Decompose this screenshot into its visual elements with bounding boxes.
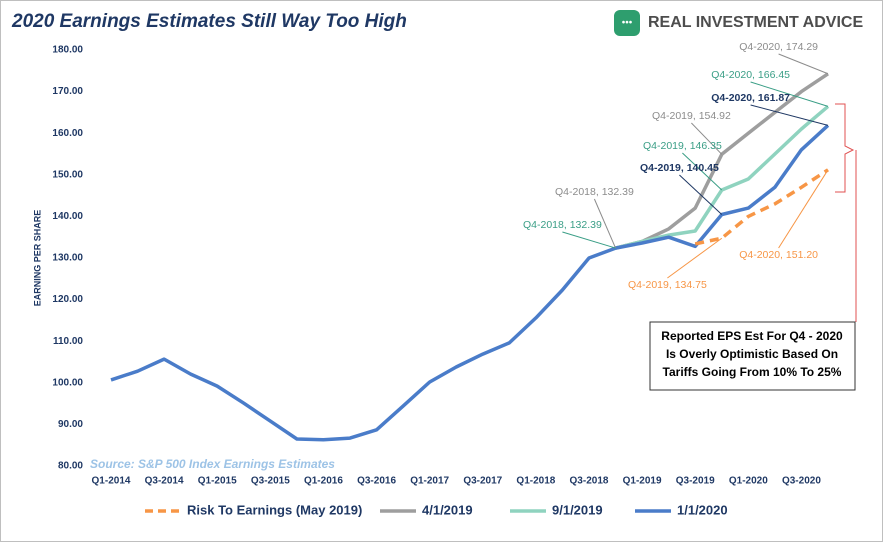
x-tick-label: Q3-2019 [676,476,715,487]
logo-dots: ••• [622,18,633,29]
leader-line [750,81,829,107]
y-tick-label: 100.00 [52,377,83,388]
note-line: Is Overly Optimistic Based On [666,347,838,361]
x-tick-label: Q1-2015 [198,476,237,487]
x-tick-label: Q3-2014 [145,476,184,487]
leader-line [778,53,829,75]
y-tick-label: 90.00 [58,419,83,430]
y-tick-label: 140.00 [52,211,83,222]
y-tick-label: 120.00 [52,294,83,305]
series-line [694,168,829,246]
source: Source: S&P 500 Index Earnings Estimates [90,457,335,471]
leader-line [682,152,723,191]
x-tick-label: Q1-2020 [729,476,768,487]
y-tick-label: 130.00 [52,253,83,264]
legend-label: 9/1/2019 [552,502,603,517]
y-tick-label: 80.00 [58,461,83,472]
leader-line [667,237,723,279]
x-tick-label: Q1-2014 [92,476,131,487]
brand: REAL INVESTMENT ADVICE [648,14,863,31]
data-label: Q4-2018, 132.39 [523,219,602,231]
x-tick-label: Q3-2018 [570,476,609,487]
legend-label: 4/1/2019 [422,502,473,517]
data-label: Q4-2019, 146.35 [643,140,722,152]
leader-line [562,231,616,249]
data-label: Q4-2020, 161.87 [711,92,790,104]
leader-line [778,169,829,249]
series-line [110,124,830,442]
data-label: Q4-2020, 166.45 [711,69,790,81]
leader-line [750,104,829,126]
note-box [649,321,856,391]
leader-line [593,198,617,249]
note-line: Reported EPS Est For Q4 - 2020 [661,329,843,343]
data-label: Q4-2019, 134.75 [628,279,707,291]
x-tick-label: Q1-2018 [516,476,555,487]
data-label: Q4-2019, 154.92 [652,110,731,122]
leader-line [679,174,723,215]
data-label: Q4-2018, 132.39 [555,186,634,198]
x-tick-label: Q3-2020 [782,476,821,487]
legend-label: Risk To Earnings (May 2019) [187,502,362,517]
y-axis-label: EARNING PER SHARE [32,210,42,307]
y-tick-label: 160.00 [52,128,83,139]
legend-label: 1/1/2020 [677,502,728,517]
x-tick-label: Q3-2015 [251,476,290,487]
x-tick-label: Q1-2016 [304,476,343,487]
data-label: Q4-2020, 151.20 [739,249,818,261]
data-label: Q4-2019, 140.45 [640,162,719,174]
chart-title: 2020 Earnings Estimates Still Way Too Hi… [11,11,407,32]
x-tick-label: Q1-2017 [410,476,449,487]
y-tick-label: 170.00 [52,86,83,97]
y-tick-label: 150.00 [52,169,83,180]
leader-line [691,122,723,155]
x-tick-label: Q3-2016 [357,476,396,487]
y-tick-label: 110.00 [53,336,83,347]
data-label: Q4-2020, 174.29 [739,41,818,53]
x-tick-label: Q3-2017 [463,476,502,487]
note-line: Tariffs Going From 10% To 25% [663,365,842,379]
bracket [835,103,855,193]
logo-icon [614,10,640,36]
y-tick-label: 180.00 [52,45,83,56]
x-tick-label: Q1-2019 [623,476,662,487]
